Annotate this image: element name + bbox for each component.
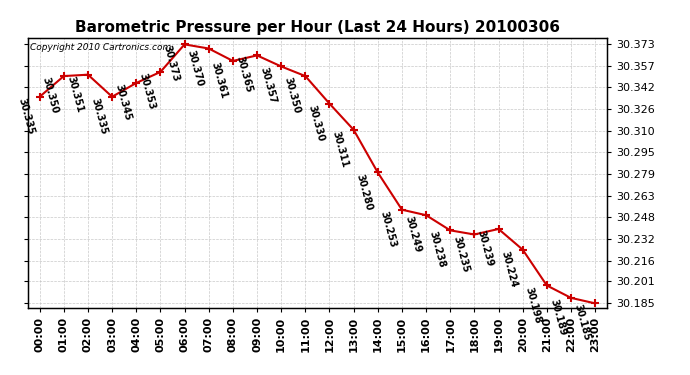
Text: 30.224: 30.224 [500, 250, 519, 288]
Text: Copyright 2010 Cartronics.com: Copyright 2010 Cartronics.com [30, 43, 172, 52]
Text: 30.198: 30.198 [524, 285, 543, 324]
Text: 30.330: 30.330 [306, 104, 326, 142]
Text: 30.189: 30.189 [548, 298, 567, 337]
Text: 30.335: 30.335 [89, 97, 108, 135]
Text: 30.350: 30.350 [282, 76, 302, 115]
Text: 30.335: 30.335 [17, 97, 36, 135]
Text: 30.350: 30.350 [41, 76, 60, 115]
Text: 30.185: 30.185 [572, 303, 591, 342]
Text: 30.311: 30.311 [331, 130, 350, 169]
Text: 30.280: 30.280 [355, 172, 374, 211]
Text: 30.345: 30.345 [113, 83, 132, 122]
Text: 30.351: 30.351 [65, 75, 84, 114]
Text: 30.249: 30.249 [403, 215, 422, 254]
Text: 30.365: 30.365 [234, 56, 253, 94]
Text: 30.238: 30.238 [427, 230, 446, 269]
Text: 30.235: 30.235 [451, 234, 471, 273]
Text: 30.253: 30.253 [379, 210, 398, 249]
Text: 30.370: 30.370 [186, 48, 205, 87]
Text: 30.373: 30.373 [161, 44, 181, 83]
Text: 30.357: 30.357 [258, 66, 277, 105]
Title: Barometric Pressure per Hour (Last 24 Hours) 20100306: Barometric Pressure per Hour (Last 24 Ho… [75, 20, 560, 35]
Text: 30.239: 30.239 [475, 229, 495, 268]
Text: 30.353: 30.353 [137, 72, 157, 111]
Text: 30.361: 30.361 [210, 61, 229, 100]
